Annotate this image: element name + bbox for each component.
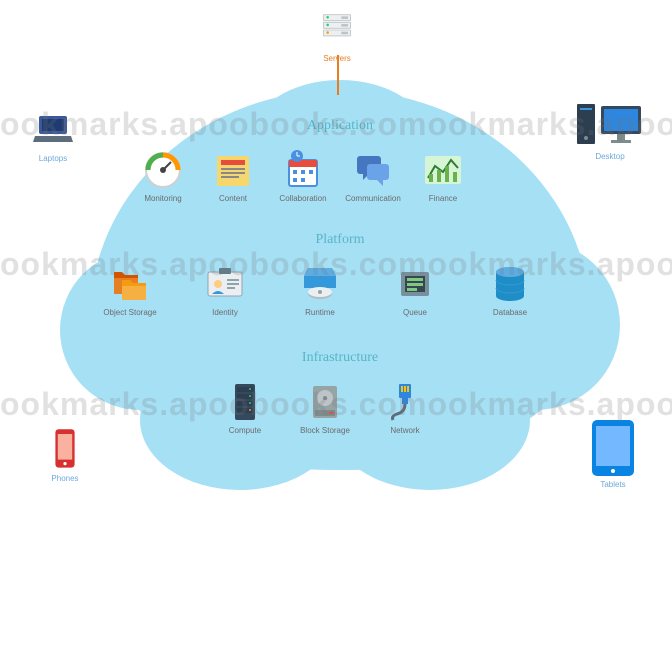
- label-network: Network: [390, 426, 419, 435]
- icon-compute: Compute: [210, 380, 280, 435]
- label-laptop: Laptops: [39, 154, 67, 163]
- icon-runtime: Runtime: [285, 262, 355, 317]
- label-communication: Communication: [345, 194, 401, 203]
- tablet-icon: [588, 418, 638, 478]
- label-collaboration: Collaboration: [279, 194, 326, 203]
- db-icon: [488, 262, 532, 306]
- icon-communication: Communication: [338, 148, 408, 203]
- label-tablet: Tablets: [600, 480, 625, 489]
- news-icon: [211, 148, 255, 192]
- icon-queue: Queue: [380, 262, 450, 317]
- device-phone: Phones: [30, 428, 100, 483]
- device-laptop: Laptops: [18, 108, 88, 163]
- hdd-icon: [303, 380, 347, 424]
- chart-icon: [421, 148, 465, 192]
- gauge-icon: [141, 148, 185, 192]
- label-block-storage: Block Storage: [300, 426, 350, 435]
- label-compute: Compute: [229, 426, 261, 435]
- label-identity: Identity: [212, 308, 238, 317]
- label-database: Database: [493, 308, 527, 317]
- label-content: Content: [219, 194, 247, 203]
- chat-icon: [351, 148, 395, 192]
- folders-icon: [108, 262, 152, 306]
- icon-finance: Finance: [408, 148, 478, 203]
- device-desktop: Desktop: [565, 100, 655, 161]
- queue-icon: [393, 262, 437, 306]
- diagram-root: Application Platform Infrastructure Moni…: [0, 0, 672, 528]
- icon-object-storage: Object Storage: [95, 262, 165, 317]
- icon-identity: Identity: [190, 262, 260, 317]
- icon-block-storage: Block Storage: [290, 380, 360, 435]
- connector-top: [332, 55, 344, 95]
- label-object-storage: Object Storage: [103, 308, 156, 317]
- desktop-icon: [575, 100, 645, 150]
- device-tablet: Tablets: [578, 418, 648, 489]
- icon-content: Content: [198, 148, 268, 203]
- label-monitoring: Monitoring: [144, 194, 181, 203]
- label-phone: Phones: [51, 474, 78, 483]
- calendar-clock-icon: [281, 148, 325, 192]
- icon-network: Network: [370, 380, 440, 435]
- phone-icon: [43, 428, 87, 472]
- label-runtime: Runtime: [305, 308, 335, 317]
- server-rack-icon: [223, 380, 267, 424]
- servers-icon: [315, 8, 359, 52]
- layer-title-platform: Platform: [280, 232, 400, 248]
- laptop-icon: [31, 108, 75, 152]
- layer-title-infrastructure: Infrastructure: [280, 350, 400, 366]
- cable-icon: [383, 380, 427, 424]
- id-card-icon: [203, 262, 247, 306]
- disk-box-icon: [298, 262, 342, 306]
- icon-monitoring: Monitoring: [128, 148, 198, 203]
- layer-title-application: Application: [280, 118, 400, 134]
- label-finance: Finance: [429, 194, 457, 203]
- icon-collaboration: Collaboration: [268, 148, 338, 203]
- label-queue: Queue: [403, 308, 427, 317]
- label-desktop: Desktop: [595, 152, 624, 161]
- icon-database: Database: [475, 262, 545, 317]
